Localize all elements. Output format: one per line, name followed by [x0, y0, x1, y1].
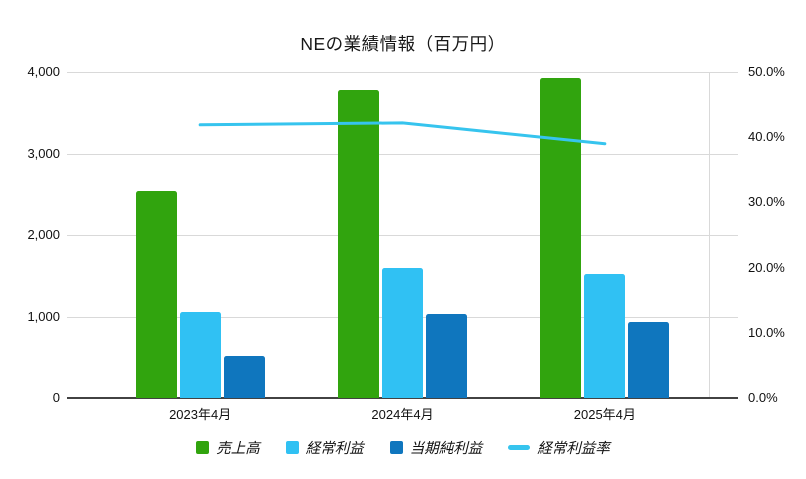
y2-axis-tick-label: 30.0% [748, 194, 785, 210]
y2-axis-tick-label: 50.0% [748, 64, 785, 79]
bar-sales-2025年4月[interactable] [540, 77, 582, 398]
y-axis-tick-label: 4,000 [27, 64, 60, 79]
legend-item-ordinary-profit: 経常利益 [285, 437, 364, 458]
x-axis-tick-label: 2024年4月 [371, 407, 434, 422]
bar-ordinary-profit-2025年4月[interactable] [584, 274, 626, 398]
legend-swatch-icon [196, 440, 210, 454]
legend-item-net-profit: 当期純利益 [389, 437, 483, 458]
gridline [67, 235, 738, 236]
y-axis-tick-label: 3,000 [27, 145, 60, 161]
bar-net-profit-2023年4月[interactable] [223, 355, 265, 398]
chart-legend: 売上高 経常利益 当期純利益 経常利益率 [0, 436, 806, 458]
y2-axis-tick-label: 40.0% [748, 129, 785, 145]
x-axis-tick-label: 2023年4月 [169, 407, 232, 422]
bar-net-profit-2024年4月[interactable] [426, 314, 467, 398]
legend-item-ordinary-profit-margin: 経常利益率 [508, 437, 610, 458]
y2-axis-tick-label: 20.0% [748, 259, 785, 275]
legend-item-sales: 売上高 [196, 437, 260, 458]
legend-label: 売上高 [216, 440, 260, 457]
legend-label: 経常利益 [305, 440, 364, 457]
legend-line-icon [508, 444, 531, 450]
bar-sales-2024年4月[interactable] [338, 89, 379, 398]
chart-title: NEの業績情報（百万円） [300, 34, 506, 54]
bar-net-profit-2025年4月[interactable] [628, 322, 670, 398]
bar-ordinary-profit-2023年4月[interactable] [179, 312, 221, 398]
legend-label: 当期純利益 [409, 440, 483, 457]
y-axis-tick-label: 0 [52, 390, 60, 405]
legend-swatch-icon [285, 440, 299, 454]
plot-right-border [709, 72, 710, 398]
x-axis-tick-label: 2025年4月 [573, 407, 636, 422]
x-axis-line [67, 397, 738, 399]
bar-ordinary-profit-2024年4月[interactable] [382, 268, 423, 398]
bar-sales-2023年4月[interactable] [135, 190, 177, 398]
y-axis-tick-label: 1,000 [27, 308, 60, 324]
legend-label: 経常利益率 [537, 440, 610, 457]
y2-axis-tick-label: 10.0% [748, 324, 785, 340]
gridline [67, 153, 738, 155]
legend-swatch-icon [389, 440, 403, 454]
gridline [67, 72, 738, 73]
y-axis-tick-label: 2,000 [27, 227, 60, 242]
y2-axis-tick-label: 0.0% [748, 390, 778, 405]
